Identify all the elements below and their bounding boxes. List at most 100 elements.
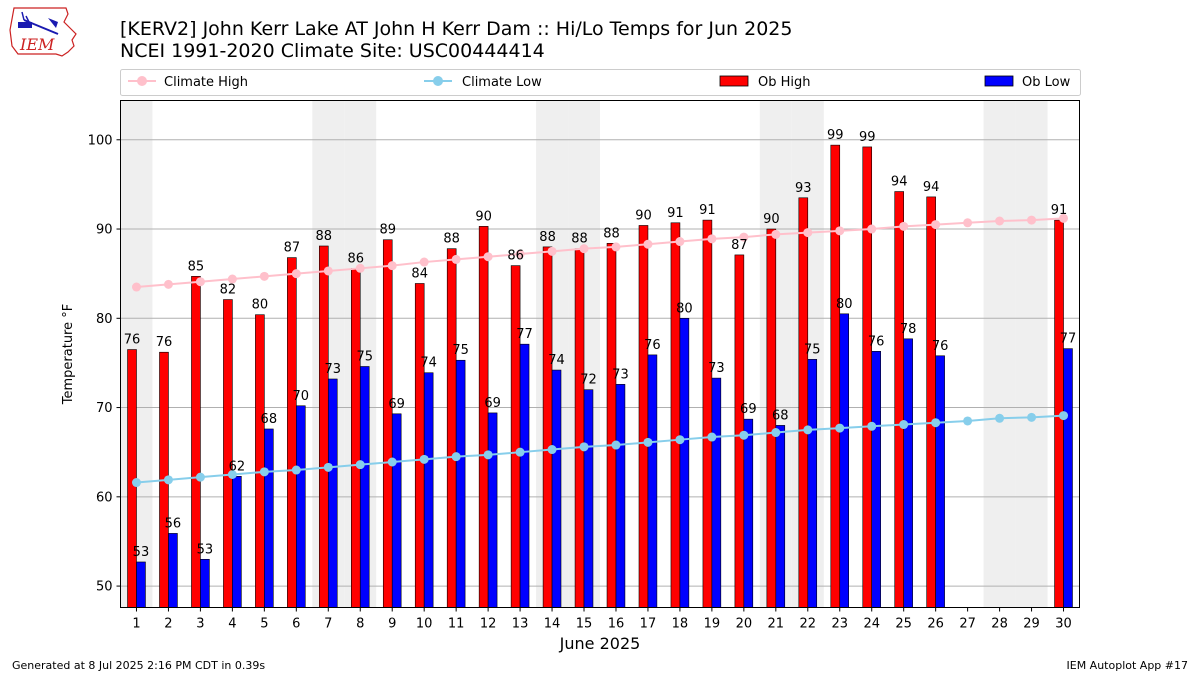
ob-low-value-label: 69: [740, 402, 757, 417]
ob-high-bar: [287, 257, 297, 608]
climate-high-point: [163, 279, 173, 289]
ob-low-value-label: 72: [580, 373, 597, 388]
legend-item-ob-low: Ob Low: [984, 75, 1071, 90]
ob-high-value-label: 90: [635, 208, 652, 223]
climate-high-line: [136, 217, 1064, 289]
ob-high-bar: [319, 245, 329, 608]
ob-high-value-label: 91: [699, 203, 716, 218]
legend-item-ob-high: Ob High: [719, 75, 811, 90]
climate-low-point: [1059, 411, 1069, 421]
bars: [127, 144, 1073, 608]
ob-high-bar: [862, 146, 873, 608]
legend-marker-climate-low: [433, 76, 443, 86]
ob-low-value-label: 74: [548, 353, 565, 368]
ob-high-bar: [382, 239, 393, 608]
ob-high-bar: [574, 248, 585, 608]
climate-low-point: [227, 470, 237, 480]
logo-text: IEM: [19, 35, 55, 54]
x-tick-label: 29: [1023, 617, 1040, 632]
x-tick-label: 22: [800, 617, 817, 632]
climate-low-line: [136, 414, 1064, 484]
climate-low-point: [323, 462, 333, 472]
ob-high-bar: [798, 197, 809, 608]
climate-low-point: [547, 445, 557, 455]
climate-low-point: [835, 423, 845, 433]
climate-high-point: [611, 242, 621, 252]
ob-low-value-label: 77: [1060, 332, 1077, 347]
climate-high-point: [579, 244, 589, 254]
x-tick-label: 5: [260, 617, 268, 632]
ob-low-bar: [296, 405, 306, 608]
x-tick-label: 10: [416, 617, 433, 632]
climate-low-point: [611, 440, 621, 450]
x-tick-label: 27: [959, 617, 976, 632]
ob-low-bar: [232, 475, 242, 608]
climate-high-point: [451, 254, 461, 264]
weekend-band: [1015, 100, 1048, 608]
ob-low-bar: [615, 384, 626, 608]
x-tick-label: 21: [768, 617, 785, 632]
ob-low-bar: [168, 533, 178, 608]
ob-low-bar: [775, 425, 786, 608]
ob-high-bar: [606, 243, 617, 608]
climate-high-point: [131, 282, 141, 292]
iem-logo: IEM: [9, 7, 77, 57]
x-tick-label: 25: [895, 617, 912, 632]
climate-lines: [131, 213, 1069, 488]
y-tick-label: 70: [96, 401, 113, 416]
climate-high-point: [227, 274, 237, 284]
ob-high-bar: [670, 222, 681, 608]
climate-low-point: [291, 465, 301, 475]
climate-high-point: [739, 232, 749, 242]
ob-high-bar: [414, 283, 425, 608]
ob-high-bar: [223, 299, 233, 608]
ob-low-bar: [839, 313, 850, 608]
weekend-band: [983, 100, 1016, 608]
ob-low-bar: [935, 355, 945, 608]
ob-high-value-label: 76: [124, 333, 141, 348]
ob-high-value-label: 89: [379, 223, 396, 238]
ob-low-bar: [519, 343, 530, 608]
ob-low-value-label: 56: [165, 516, 182, 531]
ob-low-value-label: 73: [324, 362, 341, 377]
ob-high-value-label: 91: [1051, 203, 1068, 218]
climate-low-point: [803, 425, 813, 435]
climate-low-point: [387, 457, 397, 467]
ob-high-value-label: 85: [188, 259, 205, 274]
x-tick-label: 24: [863, 617, 880, 632]
climate-low-point: [483, 450, 493, 460]
x-tick-label: 4: [228, 617, 236, 632]
ob-low-bar: [551, 369, 562, 608]
ob-low-value-label: 68: [261, 412, 278, 427]
ob-low-value-label: 62: [229, 459, 246, 474]
climate-high-point: [547, 246, 557, 256]
ob-high-bar: [542, 246, 553, 608]
ob-high-value-label: 87: [731, 238, 748, 253]
legend-marker-climate-high: [137, 76, 147, 86]
y-tick-label: 50: [96, 580, 113, 595]
ob-low-bar: [807, 359, 818, 608]
climate-low-point: [643, 437, 653, 447]
climate-low-point: [963, 416, 973, 426]
climate-high-point: [867, 224, 877, 234]
climate-high-point: [803, 228, 813, 238]
ob-low-bar: [327, 378, 338, 608]
ob-high-value-label: 88: [571, 232, 588, 247]
ob-low-bar: [423, 372, 434, 608]
ob-low-value-label: 73: [708, 361, 725, 376]
climate-low-point: [131, 478, 141, 488]
x-tick-label: 15: [576, 617, 593, 632]
ob-high-value-label: 82: [220, 283, 237, 298]
x-tick-label: 28: [991, 617, 1008, 632]
legend-label-climate-low: Climate Low: [462, 75, 542, 90]
x-tick-label: 11: [448, 617, 465, 632]
ob-high-bar: [638, 225, 649, 608]
climate-low-point: [163, 475, 173, 485]
climate-low-point: [355, 460, 365, 470]
ob-low-bar: [743, 418, 754, 608]
climate-low-point: [867, 421, 877, 431]
ob-low-bar: [583, 389, 594, 608]
ob-low-bar: [136, 561, 146, 608]
climate-high-point: [995, 216, 1005, 226]
climate-high-point: [931, 220, 941, 230]
